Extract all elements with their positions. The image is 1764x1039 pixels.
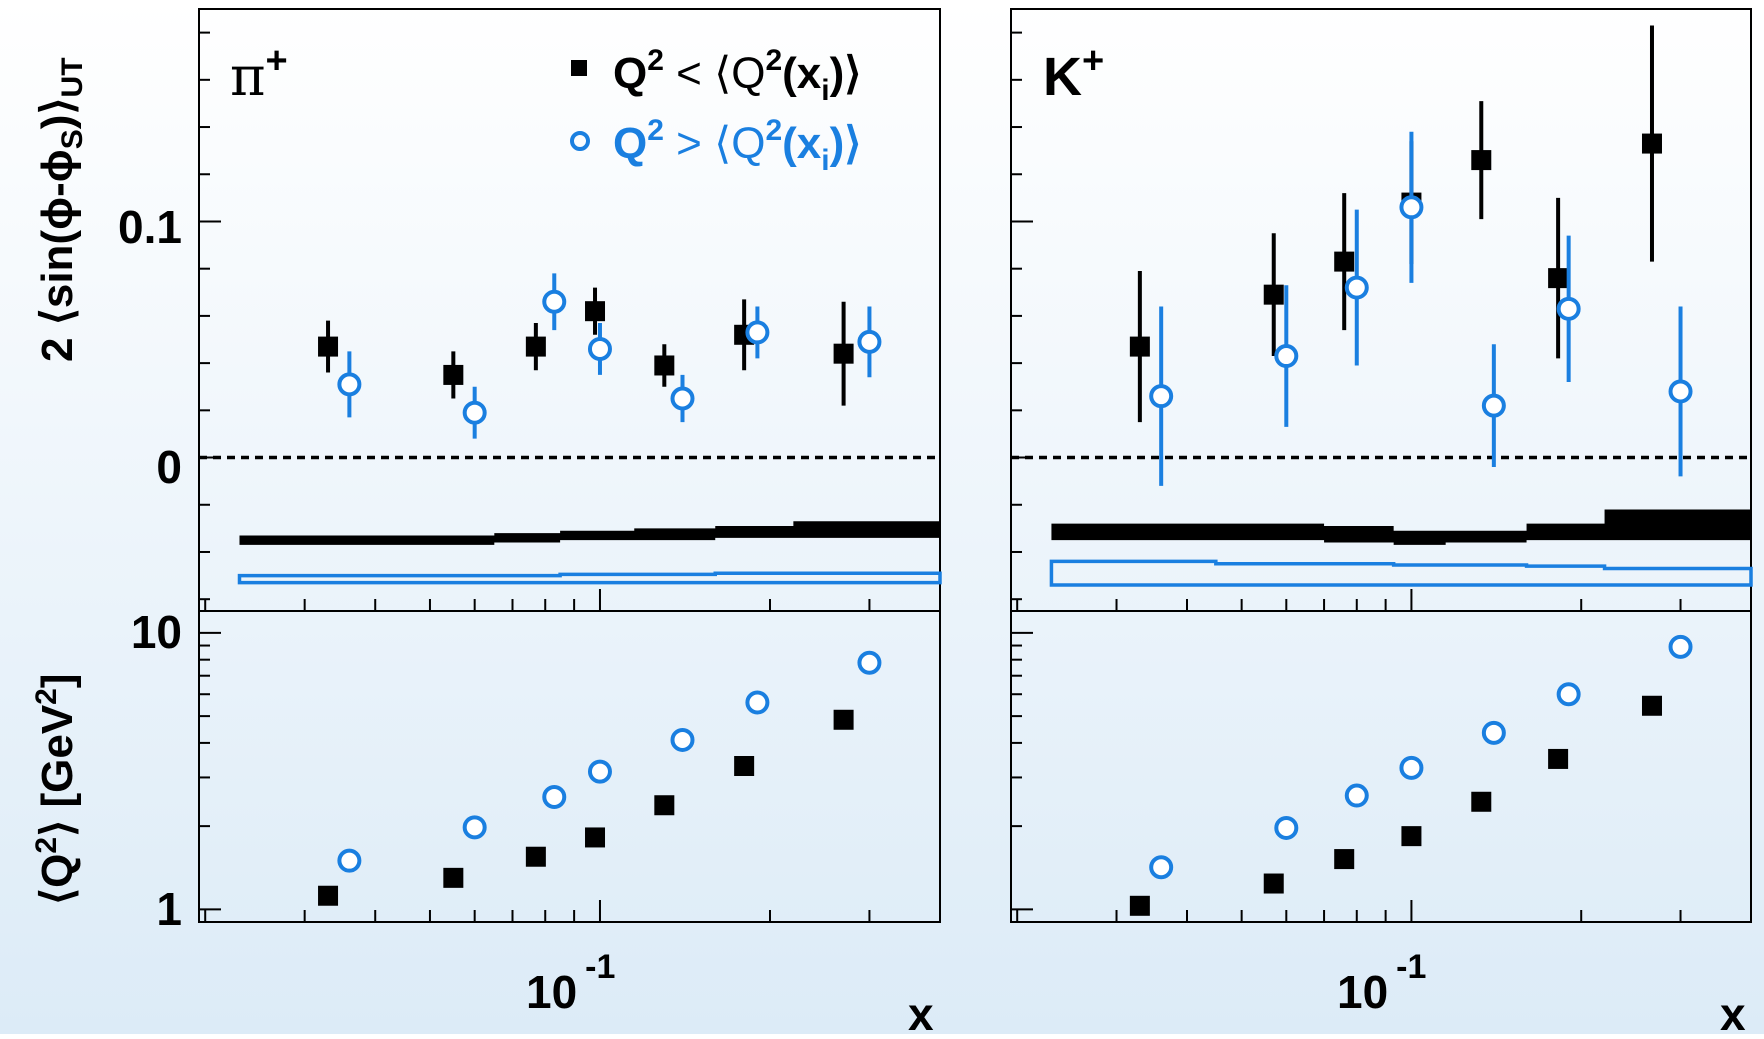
data-point-high-k-asym xyxy=(1274,344,1299,369)
data-point-low-pi-asym xyxy=(525,336,546,357)
y-axis-label-bottom: ⟨Q2⟩ [GeV2] xyxy=(30,673,82,905)
data-point-low-k-asym xyxy=(1641,133,1662,154)
data-point-high-pi-asym xyxy=(542,289,567,314)
data-point-high-k-asym xyxy=(1668,379,1693,404)
y-axis-label-top: 2 ⟨sin(ϕ-ϕS)⟩UT xyxy=(33,57,89,362)
systematic-band-high-pi xyxy=(237,571,942,585)
data-point-low-k-asym xyxy=(1263,284,1284,305)
data-point-low-pi-q2 xyxy=(318,885,339,906)
data-point-high-pi-asym xyxy=(462,400,487,425)
data-point-low-k-asym xyxy=(1334,251,1355,272)
data-point-high-k-asym xyxy=(1556,296,1581,321)
panel-title-k: K+ xyxy=(1043,40,1104,107)
data-point-high-k-q2 xyxy=(1668,634,1693,659)
data-point-low-pi-asym xyxy=(443,364,464,385)
data-point-high-pi-q2 xyxy=(337,848,362,873)
data-point-low-pi-asym xyxy=(318,336,339,357)
data-point-low-k-asym xyxy=(1471,150,1492,171)
data-point-high-k-q2 xyxy=(1481,720,1506,745)
data-point-low-pi-asym xyxy=(585,301,606,322)
data-point-low-pi-asym xyxy=(833,343,854,364)
data-point-low-pi-q2 xyxy=(443,867,464,888)
data-point-high-pi-q2 xyxy=(670,727,695,752)
data-point-high-k-q2 xyxy=(1556,682,1581,707)
data-point-high-k-asym xyxy=(1344,275,1369,300)
systematic-band-low-k xyxy=(1051,509,1751,545)
legend-marker-high xyxy=(570,131,590,151)
panel-title-pi: π+ xyxy=(230,40,288,108)
data-point-high-k-asym xyxy=(1399,195,1424,220)
x-axis-label-left: x xyxy=(908,988,934,1034)
data-point-high-pi-q2 xyxy=(745,690,770,715)
y-tick-label-0.1: 0.1 xyxy=(118,201,182,253)
legend-marker-low xyxy=(571,60,587,76)
systematic-band-high-k xyxy=(1049,559,1753,587)
data-point-low-pi-asym xyxy=(654,355,675,376)
data-point-high-pi-q2 xyxy=(462,815,487,840)
frame-bottom-pi xyxy=(198,610,941,923)
data-point-low-k-asym xyxy=(1548,268,1569,289)
data-point-high-pi-asym xyxy=(587,336,612,361)
data-point-low-pi-q2 xyxy=(585,827,606,848)
data-point-low-k-q2 xyxy=(1334,849,1355,870)
y-tick-label-10: 10 xyxy=(131,606,182,658)
data-point-low-pi-q2 xyxy=(654,795,675,816)
systematic-band-low-pi xyxy=(239,521,940,545)
frame-bottom-k xyxy=(1010,610,1752,923)
data-point-low-k-q2 xyxy=(1641,695,1662,716)
legend-label-low: Q2 < ⟨Q2(xi)⟩ xyxy=(613,44,861,107)
data-point-high-k-asym xyxy=(1149,384,1174,409)
data-point-high-pi-asym xyxy=(857,329,882,354)
x-axis-label-right: x xyxy=(1720,988,1746,1034)
data-point-low-k-q2 xyxy=(1129,895,1150,916)
data-point-high-k-q2 xyxy=(1274,815,1299,840)
data-point-low-k-asym xyxy=(1129,336,1150,357)
data-point-low-pi-q2 xyxy=(734,756,755,777)
data-point-low-pi-q2 xyxy=(525,846,546,867)
legend-label-high: Q2 > ⟨Q2(xi)⟩ xyxy=(613,114,861,177)
data-point-high-pi-q2 xyxy=(542,784,567,809)
data-point-high-pi-q2 xyxy=(857,650,882,675)
y-tick-label-1: 1 xyxy=(156,883,182,935)
data-point-high-pi-q2 xyxy=(587,759,612,784)
panel-pi xyxy=(198,8,941,923)
x-tick-label-right: 10 -1 xyxy=(1337,948,1426,1018)
data-point-low-k-q2 xyxy=(1401,826,1422,847)
data-point-high-k-q2 xyxy=(1149,855,1174,880)
data-point-high-pi-asym xyxy=(745,320,770,345)
panel-k xyxy=(1010,8,1752,923)
data-point-high-k-q2 xyxy=(1344,783,1369,808)
data-point-high-k-asym xyxy=(1481,393,1506,418)
plot-layer xyxy=(198,8,1753,923)
data-point-low-k-q2 xyxy=(1471,791,1492,812)
data-point-low-k-q2 xyxy=(1548,748,1569,769)
data-point-high-pi-asym xyxy=(670,386,695,411)
data-point-high-k-q2 xyxy=(1399,755,1424,780)
y-tick-label-0: 0 xyxy=(156,441,182,493)
x-tick-label-left: 10 -1 xyxy=(526,948,615,1018)
data-point-low-k-q2 xyxy=(1263,873,1284,894)
data-point-high-pi-asym xyxy=(337,372,362,397)
data-point-low-pi-q2 xyxy=(833,709,854,730)
